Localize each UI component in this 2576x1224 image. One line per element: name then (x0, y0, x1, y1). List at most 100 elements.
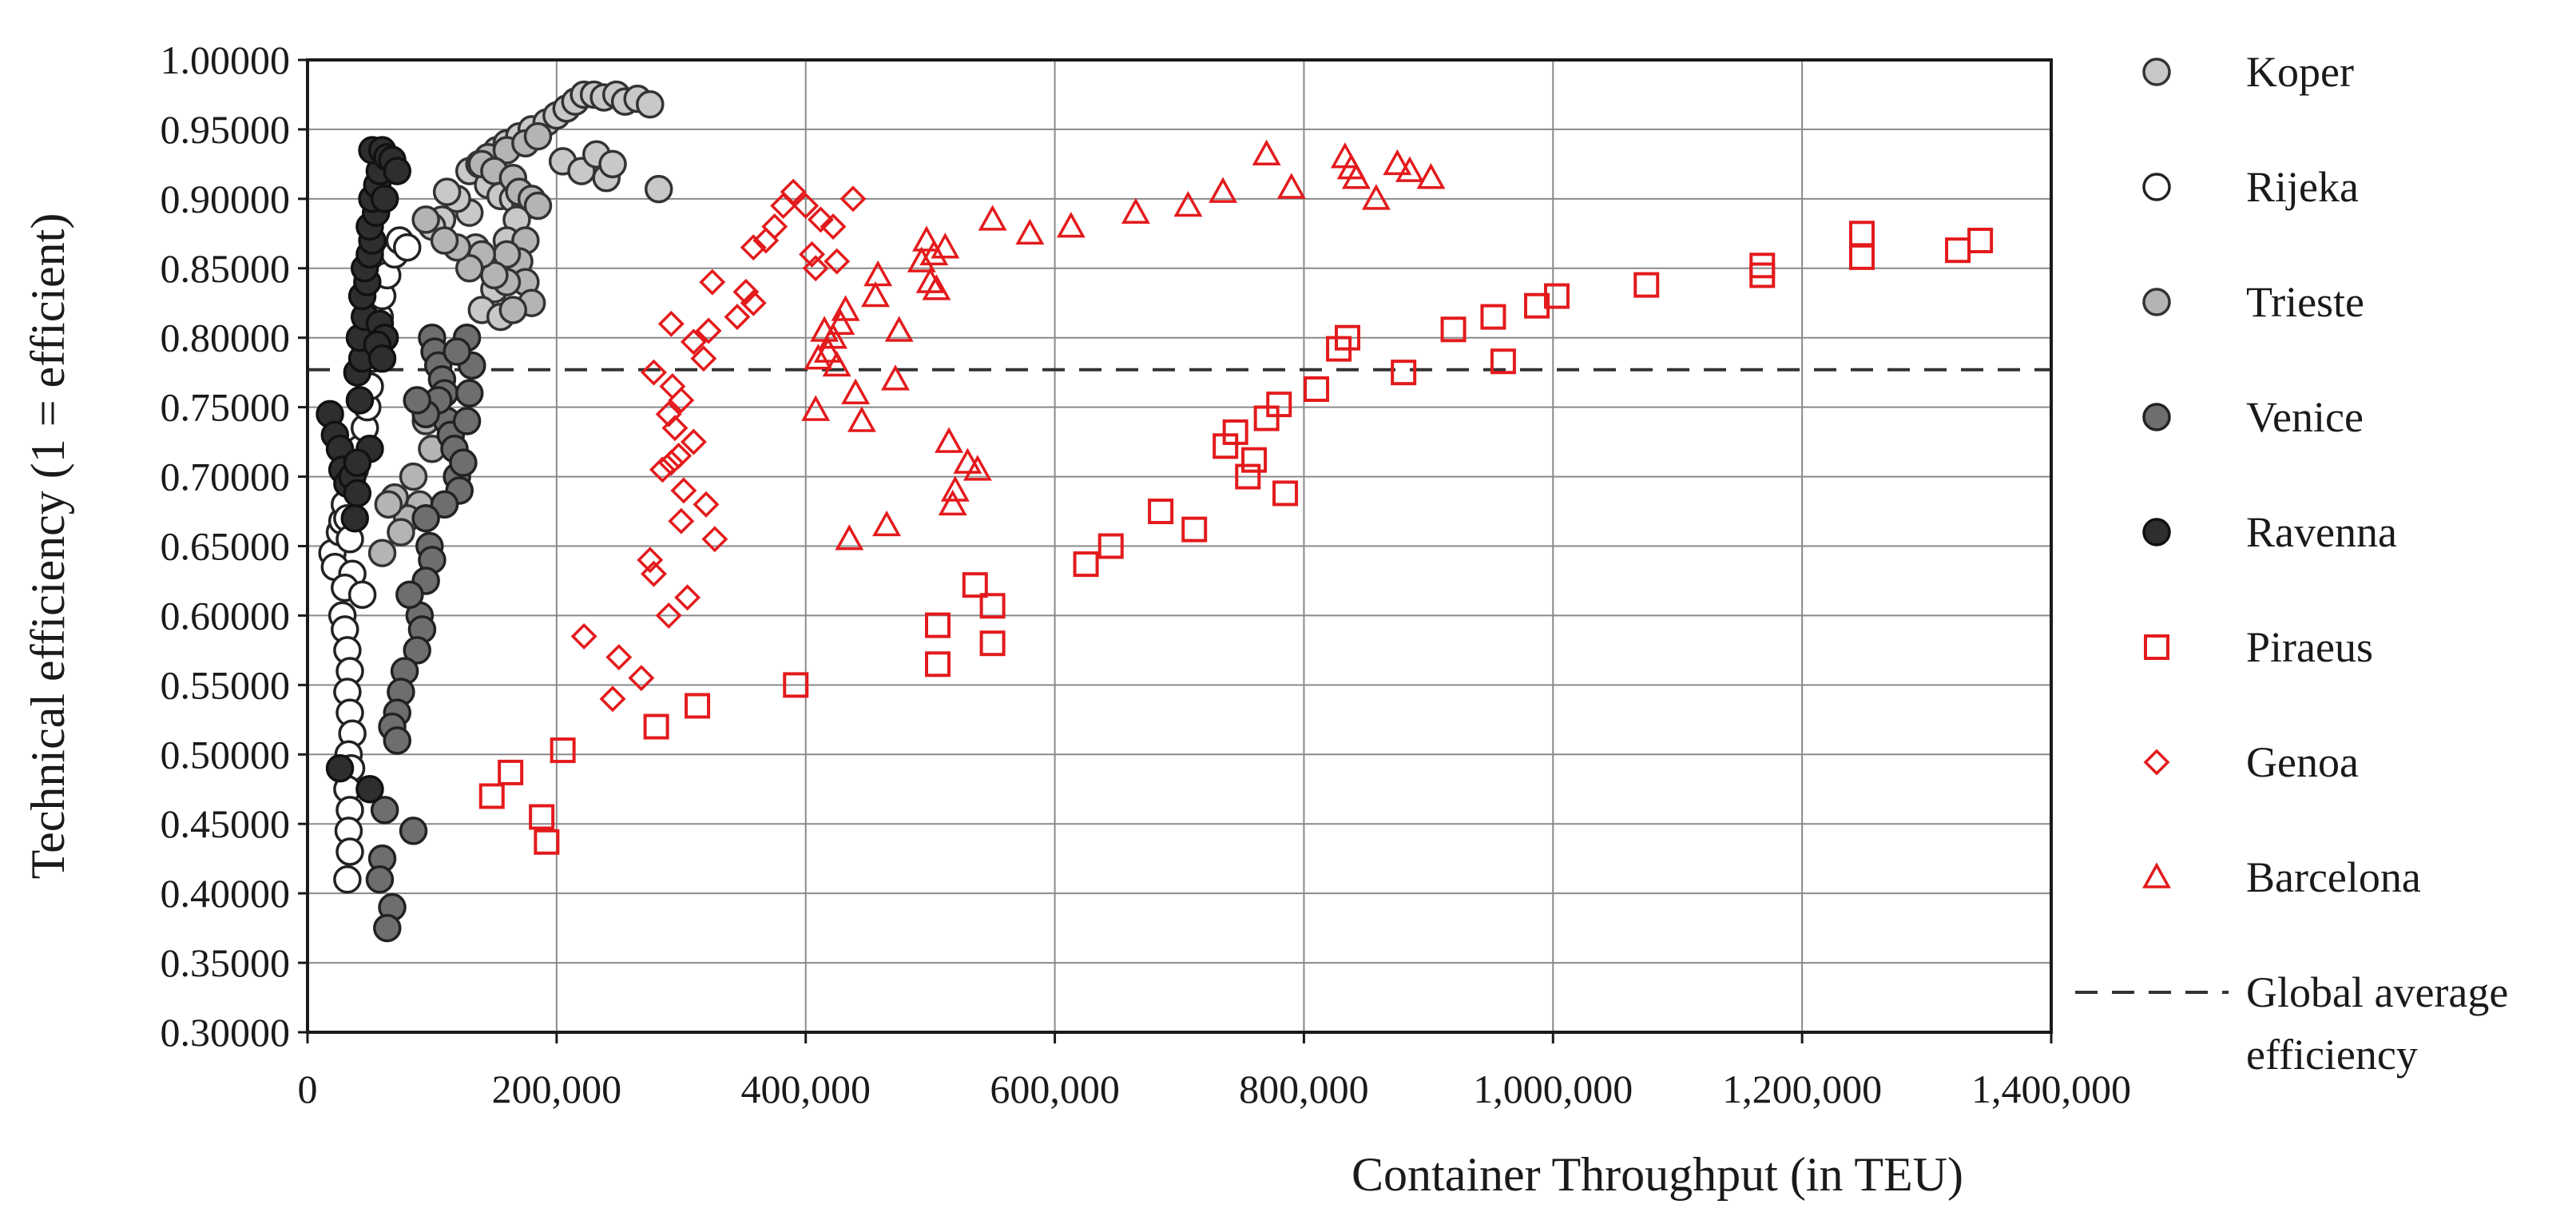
legend-marker-ravenna (2142, 518, 2171, 546)
series-genoa (570, 178, 867, 713)
genoa-point (637, 546, 664, 574)
barcelona-point (861, 280, 891, 308)
data-points (316, 80, 1994, 943)
genoa-point (701, 526, 728, 553)
barcelona-point (935, 427, 964, 453)
y-tick-label: 0.45000 (161, 801, 291, 846)
venice-point (411, 503, 440, 533)
piraeus-point (1391, 360, 1417, 386)
barcelona-point (826, 308, 855, 336)
barcelona-point (835, 524, 864, 550)
koper-point (636, 89, 665, 119)
trieste-point (454, 254, 484, 283)
y-tick-label: 1.00000 (161, 38, 291, 82)
legend-marker-rijeka (2142, 173, 2171, 201)
venice-point (403, 386, 431, 415)
piraeus-point (924, 612, 951, 638)
genoa-point (655, 602, 682, 629)
genoa-point (802, 255, 829, 282)
venice-point (452, 407, 482, 435)
barcelona-point (915, 267, 945, 293)
x-tick-label: 800,000 (1239, 1067, 1369, 1111)
barcelona-point (1276, 173, 1306, 199)
piraeus-point (534, 829, 560, 855)
y-tick-label: 0.90000 (161, 177, 291, 221)
x-tick-label: 1,200,000 (1722, 1067, 1882, 1111)
barcelona-point (804, 344, 833, 370)
legend-label: Venice (2246, 393, 2364, 441)
piraeus-point (1543, 283, 1570, 309)
genoa-point (668, 507, 695, 535)
genoa-point (807, 206, 834, 233)
legend-label: Trieste (2246, 278, 2364, 326)
genoa-point (674, 584, 701, 611)
legend-marker-genoa (2143, 749, 2170, 776)
legend-marker-piraeus (2144, 634, 2169, 660)
piraeus-point (1148, 499, 1174, 525)
piraeus-point (1440, 316, 1467, 343)
barcelona-point (1209, 177, 1238, 203)
y-tick-label: 0.40000 (161, 871, 291, 916)
legend-item-trieste: Trieste (2142, 278, 2364, 326)
piraeus-point (1848, 221, 1875, 247)
genoa-point (570, 623, 597, 650)
venice-point (403, 636, 431, 665)
legend-label: Koper (2246, 48, 2354, 96)
ravenna-point (325, 753, 355, 783)
barcelona-point (801, 395, 831, 421)
piraeus-point (1235, 463, 1261, 490)
series-ravenna (316, 136, 412, 804)
piraeus-point (1967, 228, 1994, 254)
genoa-point (780, 178, 807, 205)
piraeus-point (1749, 252, 1776, 279)
piraeus-point (1222, 419, 1248, 445)
genoa-point (724, 304, 751, 331)
koper-point (432, 177, 462, 206)
barcelona-point (938, 489, 967, 516)
barcelona-point (1361, 184, 1391, 210)
ravenna-point (370, 185, 399, 213)
y-tick-label: 0.50000 (161, 732, 291, 777)
barcelona-point (863, 260, 893, 287)
x-tick-label: 1,000,000 (1473, 1067, 1633, 1111)
piraeus-point (529, 804, 555, 830)
genoa-point (680, 428, 707, 455)
genoa-point (740, 289, 767, 316)
legend-label: Rijeka (2246, 163, 2359, 211)
barcelona-point (1015, 218, 1045, 245)
legend-label: efficiency (2246, 1031, 2418, 1079)
piraeus-point (783, 672, 809, 698)
genoa-point (690, 345, 717, 372)
ravenna-point (383, 157, 412, 185)
barcelona-point (872, 510, 902, 537)
y-axis-label: Technical efficiency (1 = efficient) (22, 213, 74, 880)
genoa-point (695, 317, 722, 344)
genoa-point (657, 449, 685, 476)
barcelona-point (1341, 163, 1371, 189)
legend-label: Genoa (2246, 738, 2359, 786)
legend-marker-venice (2142, 403, 2171, 431)
genoa-point (641, 560, 667, 587)
barcelona-point (922, 274, 951, 300)
series-barcelona (801, 139, 1446, 550)
genoa-point (824, 248, 851, 275)
piraeus-point (1097, 533, 1124, 559)
barcelona-point (831, 295, 860, 321)
barcelona-point (1252, 139, 1281, 165)
ravenna-point (343, 479, 372, 508)
trieste-point (411, 205, 440, 234)
y-axis-ticks: 0.30000 0.35000 0.40000 0.45000 0.50000 0.550… (161, 38, 308, 1055)
genoa-point (628, 665, 655, 692)
legend-label: Ravenna (2246, 508, 2397, 556)
venice-point (370, 796, 399, 825)
barcelona-point (1173, 190, 1203, 217)
series-rijeka (318, 226, 422, 894)
legend-item-koper: Koper (2142, 48, 2354, 96)
piraeus-point (1480, 304, 1506, 330)
trieste-point (387, 518, 415, 546)
x-tick-label: 400,000 (740, 1067, 871, 1111)
piraeus-point (979, 630, 1006, 657)
venice-point (430, 490, 459, 519)
barcelona-point (1056, 212, 1086, 238)
barcelona-point (919, 239, 949, 266)
